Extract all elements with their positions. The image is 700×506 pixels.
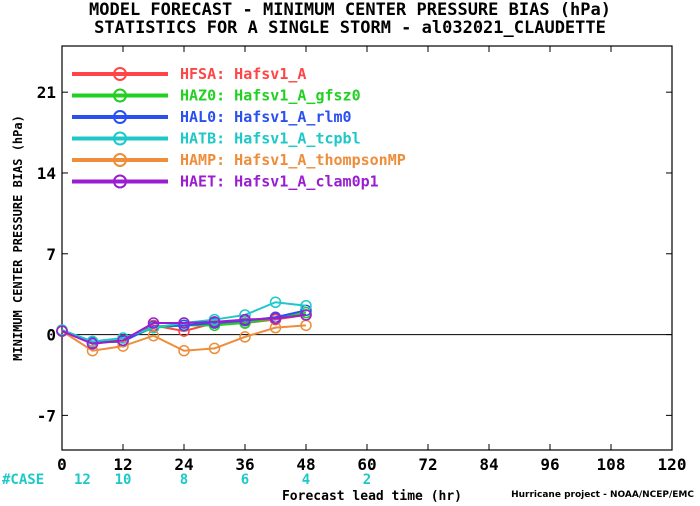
- case-count: 6: [241, 472, 249, 488]
- data-point: [239, 331, 251, 343]
- x-tick-label: 108: [597, 455, 626, 474]
- series-line: [61, 313, 307, 345]
- x-tick-label: 24: [174, 455, 193, 474]
- chart-title: MODEL FORECAST - MINIMUM CENTER PRESSURE…: [89, 0, 611, 20]
- case-count: 10: [115, 472, 132, 488]
- y-tick-label: -7: [37, 406, 56, 425]
- data-point: [269, 296, 282, 309]
- case-label: #CASE: [2, 472, 44, 488]
- data-point: [86, 338, 99, 350]
- case-count: 12: [74, 472, 91, 488]
- legend-marker: [113, 67, 127, 81]
- series-line: [61, 324, 307, 352]
- legend-label: HAMP: Hafsv1_A_thompsonMP: [180, 151, 406, 169]
- x-axis-label: Forecast lead time (hr): [282, 489, 462, 504]
- data-point: [208, 342, 221, 355]
- credit-text: Hurricane project - NOAA/NCEP/EMC: [511, 490, 694, 500]
- legend-marker: [113, 110, 127, 124]
- data-point: [208, 316, 221, 328]
- legend-label: HATB: Hafsv1_A_tcpbl: [180, 130, 361, 148]
- y-axis-label: MINIMUM CENTER PRESSURE BIAS (hPa): [11, 115, 25, 361]
- data-point: [178, 344, 190, 357]
- data-point: [300, 299, 312, 312]
- legend-marker: [113, 88, 127, 103]
- x-tick-label: 72: [418, 455, 437, 474]
- x-tick-label: 60: [357, 455, 376, 474]
- data-point: [300, 309, 312, 321]
- y-tick-label: 21: [37, 83, 56, 102]
- x-tick-label: 120: [658, 455, 687, 474]
- data-point: [178, 317, 190, 329]
- chart-subtitle: STATISTICS FOR A SINGLE STORM - al032021…: [94, 18, 606, 38]
- x-tick-label: 12: [113, 455, 132, 474]
- legend-label: HAL0: Hafsv1_A_rlm0: [180, 108, 352, 126]
- y-tick-label: 7: [46, 245, 56, 264]
- legend-marker: [113, 174, 127, 189]
- case-count: 2: [363, 472, 371, 488]
- data-point: [269, 312, 282, 325]
- y-tick-label: 14: [37, 164, 56, 183]
- plot-frame: [61, 45, 673, 451]
- x-tick-label: 96: [540, 455, 559, 474]
- data-point: [56, 325, 68, 337]
- legend-label: HAET: Hafsv1_A_clam0p1: [180, 173, 379, 191]
- data-point: [117, 334, 129, 347]
- data-point: [147, 317, 160, 329]
- legend-marker: [113, 153, 127, 167]
- data-point: [269, 321, 282, 334]
- data-point: [147, 329, 160, 342]
- y-tick-label: 0: [46, 326, 56, 345]
- legend-marker: [113, 131, 127, 146]
- legend-label: HFSA: Hafsv1_A: [180, 65, 306, 83]
- x-tick-label: 48: [296, 455, 315, 474]
- case-count: 4: [302, 472, 310, 488]
- data-point: [239, 313, 251, 326]
- x-tick-label: 36: [235, 455, 254, 474]
- x-tick-label: 0: [57, 455, 67, 474]
- case-count: 8: [180, 472, 188, 488]
- x-tick-label: 84: [479, 455, 498, 474]
- legend-label: HAZ0: Hafsv1_A_gfsz0: [180, 87, 361, 105]
- data-point: [86, 344, 99, 357]
